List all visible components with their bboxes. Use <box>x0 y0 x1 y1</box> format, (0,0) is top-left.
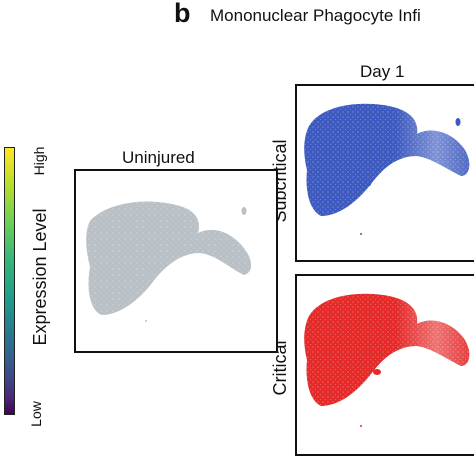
critical-small-cluster <box>373 369 381 375</box>
uninjured-outlier-cell <box>145 320 147 322</box>
critical-umap-plot <box>304 293 470 427</box>
colorbar-title: Expression Level <box>30 208 50 346</box>
subcritical-umap-plot <box>304 103 470 235</box>
uninjured-small-cluster <box>241 207 247 215</box>
expression-colorbar <box>4 147 15 415</box>
uninjured-column-title: Uninjured <box>122 148 195 167</box>
panel-title: Mononuclear Phagocyte Infi <box>210 6 421 25</box>
subcritical-outlier-cell <box>360 233 362 235</box>
uninjured-small-cluster <box>147 271 151 275</box>
subcritical-umap-panel <box>295 84 474 262</box>
uninjured-umap-plot <box>86 201 252 322</box>
critical-umap-panel <box>295 274 474 456</box>
colorbar-low-label: Low <box>28 401 44 427</box>
subcritical-small-cluster <box>455 118 461 126</box>
critical-outlier-cell <box>360 425 362 427</box>
subcritical-small-cluster <box>367 182 371 186</box>
panel-letter: b <box>174 0 191 28</box>
colorbar-high-label: High <box>31 146 47 176</box>
uninjured-umap-panel <box>74 169 278 353</box>
day1-column-title: Day 1 <box>360 62 405 81</box>
